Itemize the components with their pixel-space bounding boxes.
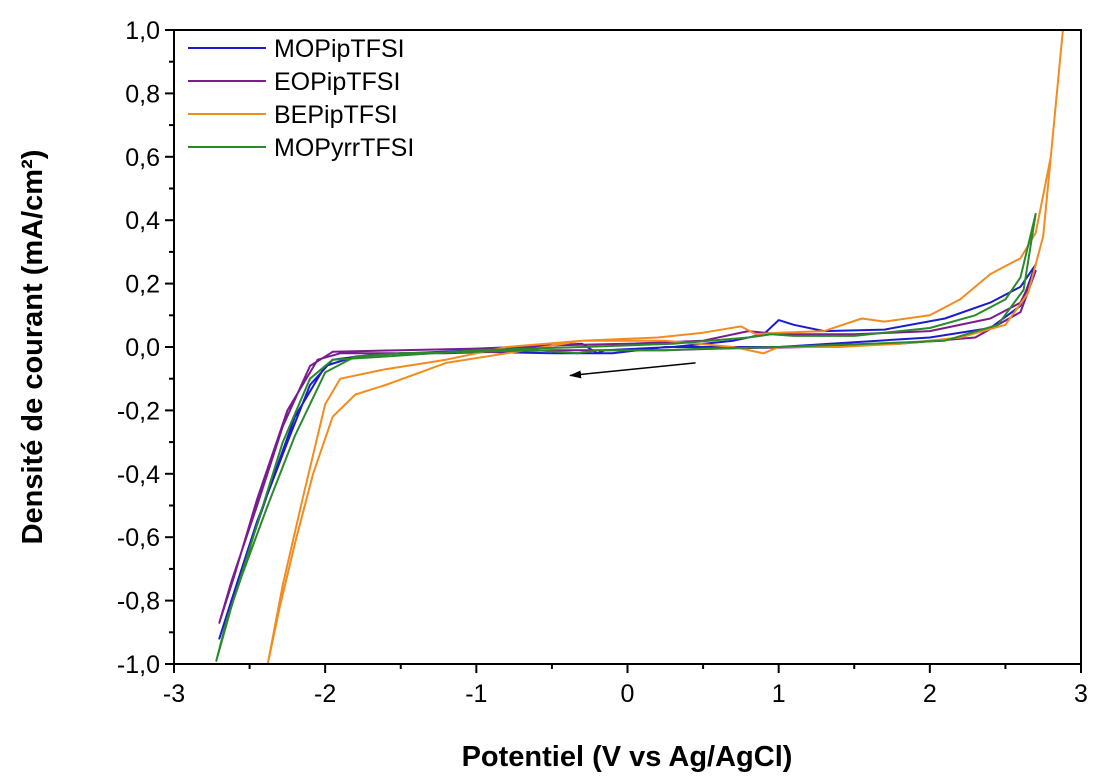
- scan-direction-arrow: [569, 362, 696, 379]
- x-tick-label: 0: [621, 680, 635, 708]
- y-tick-label: -0,6: [117, 524, 160, 552]
- y-tick-label: 0,0: [125, 334, 160, 362]
- x-tick-label: -3: [163, 680, 185, 708]
- series-line-mopiptfsi: [218, 263, 1037, 640]
- y-tick-label: -0,4: [117, 461, 160, 489]
- y-tick-label: -0,8: [117, 588, 160, 616]
- x-tick-label: 2: [923, 680, 937, 708]
- y-tick-label: 0,8: [125, 80, 160, 108]
- y-axis-title: Densité de courant (mA/cm²): [17, 150, 49, 545]
- y-tick-label: 0,6: [125, 144, 160, 172]
- x-axis-title: Potentiel (V vs Ag/AgCl): [462, 741, 793, 773]
- x-tick-label: -2: [314, 680, 336, 708]
- legend: MOPipTFSI EOPipTFSI BEPipTFSI MOPyrrTFSI: [188, 35, 414, 162]
- series-line-eopiptfsi: [218, 269, 1037, 624]
- y-tick-label: 0,4: [125, 207, 160, 235]
- legend-label: MOPipTFSI: [274, 35, 405, 63]
- y-tick-label: 1,0: [125, 17, 160, 45]
- x-tick-label: 1: [772, 680, 786, 708]
- legend-label: MOPyrrTFSI: [274, 134, 414, 162]
- y-tick-label: 0,2: [125, 271, 160, 299]
- series-line-bepiptfsi: [266, 29, 1064, 665]
- y-tick-label: -0,2: [117, 397, 160, 425]
- axis-ticks: [165, 29, 1082, 673]
- legend-label: BEPipTFSI: [274, 101, 398, 129]
- series-line-mopyrrtfsi: [215, 212, 1037, 662]
- y-tick-label: -1,0: [117, 651, 160, 679]
- x-tick-label: -1: [465, 680, 487, 708]
- tick-labels: -3 -2 -1 0 1 2 3 1,0 0,8 0,6 0,4 0,2 0,0 -0,2 -0,4 -0,6…: [117, 17, 1088, 708]
- legend-label: EOPipTFSI: [274, 68, 400, 96]
- series-layer: [215, 29, 1064, 665]
- x-tick-label: 3: [1074, 680, 1088, 708]
